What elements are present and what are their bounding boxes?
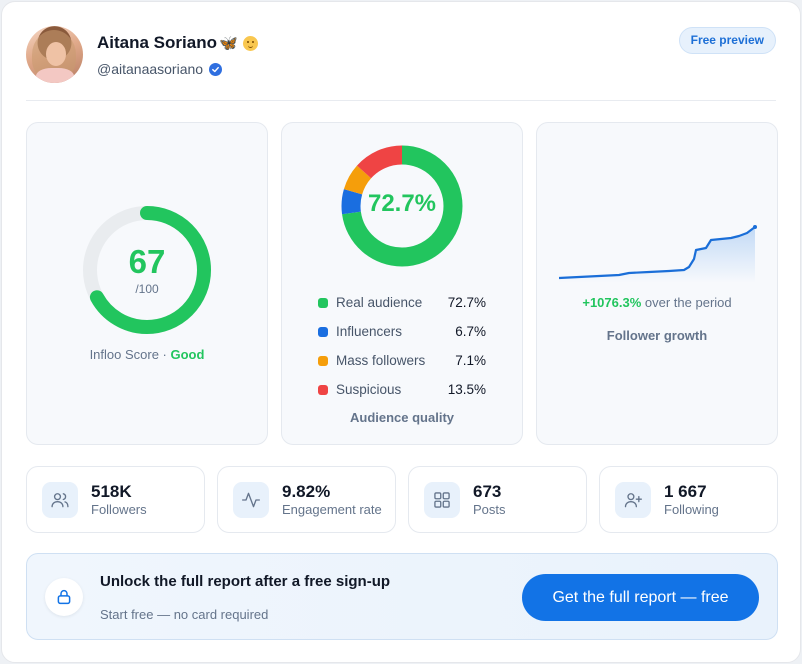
legend-swatch [318,384,328,395]
header-divider [26,100,776,101]
stat-label: Engagement rate [282,502,382,517]
legend-value: 6.7% [455,324,486,339]
unlock-title: Unlock the full report after a free sign… [100,573,391,590]
profile-name-row: Aitana Soriano 🦋 [97,33,258,53]
legend-value: 7.1% [455,353,486,368]
growth-suffix: over the period [641,295,732,310]
smiley-icon [242,35,258,51]
grid-icon [424,482,460,518]
growth-area [559,227,755,283]
legend-item: Mass followers 7.1% [318,346,486,375]
score-panel: 67 /100 Infloo Score · Good [26,122,268,445]
growth-percent: +1076.3% [582,295,642,310]
growth-title: Follower growth [606,328,708,343]
legend-swatch [318,326,328,337]
profile-name: Aitana Soriano [97,33,217,52]
legend-label: Suspicious [336,382,402,397]
profile-header: Aitana Soriano 🦋 @aitanaasoriano Free pr… [26,26,776,84]
audience-center-value: 72.7% [367,190,437,217]
legend-item: Real audience 72.7% [318,288,486,317]
stat-followers: 518K Followers [26,466,205,533]
legend-swatch [318,297,328,308]
user-plus-icon [615,482,651,518]
growth-sparkline [559,225,757,283]
butterfly-icon: 🦋 [218,34,238,52]
growth-panel: +1076.3% over the period Follower growth [536,122,778,445]
users-icon [42,482,78,518]
audience-panel: 72.7% Real audience 72.7% Influencers 6.… [281,122,523,445]
stat-posts: 673 Posts [408,466,587,533]
verified-icon [209,62,223,76]
stat-value: 518K [91,482,132,501]
score-gauge [83,206,211,334]
lock-icon [45,578,83,616]
score-max: /100 [135,282,159,296]
stat-following: 1 667 Following [599,466,778,533]
score-value: 67 [128,243,166,280]
audience-title: Audience quality [349,410,455,425]
stat-label: Posts [473,502,506,517]
get-full-report-button[interactable]: Get the full report — free [522,574,759,621]
legend-swatch [318,355,328,366]
legend-label: Mass followers [336,353,426,368]
unlock-subtitle: Start free — no card required [100,607,269,622]
profile-handle-row: @aitanaasoriano [97,61,223,77]
score-label-prefix: Infloo Score · [89,347,171,362]
profile-handle: @aitanaasoriano [97,61,204,77]
donut-slice-influencers [341,145,463,267]
legend-item: Influencers 6.7% [318,317,486,346]
score-label: Infloo Score · Good [27,347,267,362]
score-status: Good [170,347,205,362]
audience-legend: Real audience 72.7% Influencers 6.7% Mas… [318,288,486,404]
stat-value: 1 667 [664,482,707,501]
stat-value: 9.82% [282,482,331,501]
legend-value: 13.5% [447,382,486,397]
growth-line [559,226,756,280]
legend-item: Suspicious 13.5% [318,375,486,404]
audience-donut [341,145,463,267]
stat-engagement: 9.82% Engagement rate [217,466,396,533]
activity-icon [233,482,269,518]
growth-end-point [753,225,757,229]
stat-value: 673 [473,482,502,501]
legend-label: Influencers [336,324,403,339]
stat-label: Followers [91,502,147,517]
free-preview-badge: Free preview [678,27,776,54]
legend-label: Real audience [336,295,423,310]
unlock-banner: Unlock the full report after a free sign… [26,553,778,640]
legend-value: 72.7% [447,295,486,310]
score-gauge-fill [83,206,211,334]
avatar [26,26,83,83]
donut-slice-suspicious [341,145,463,267]
stat-label: Following [664,502,719,517]
growth-summary: +1076.3% over the period [537,295,777,310]
